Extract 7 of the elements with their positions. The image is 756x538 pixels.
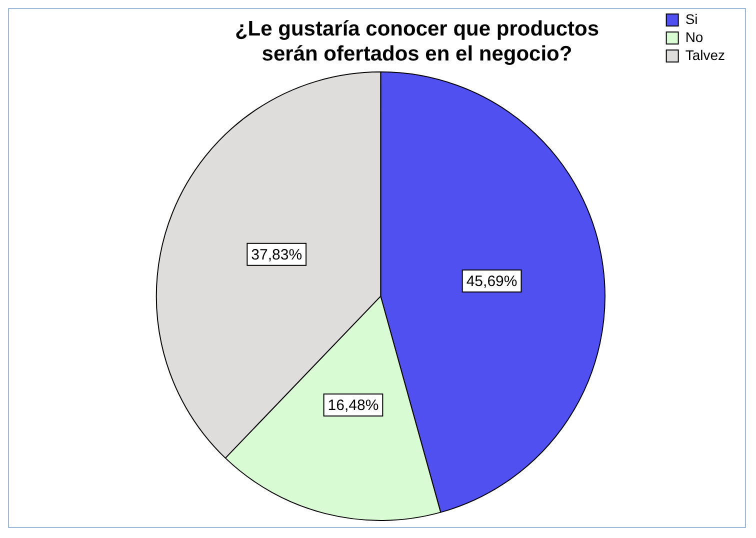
- text: ¿Le gustaría conocer que productos serán ofertados en el negocio?: [234, 17, 600, 66]
- legend-label: No: [685, 28, 704, 45]
- legend-label: Talvez: [685, 46, 726, 63]
- legend-label: Si: [685, 10, 698, 27]
- data-label: 16,48%: [328, 397, 379, 414]
- data-label: 37,83%: [251, 246, 302, 264]
- data-label: 45,69%: [466, 273, 518, 290]
